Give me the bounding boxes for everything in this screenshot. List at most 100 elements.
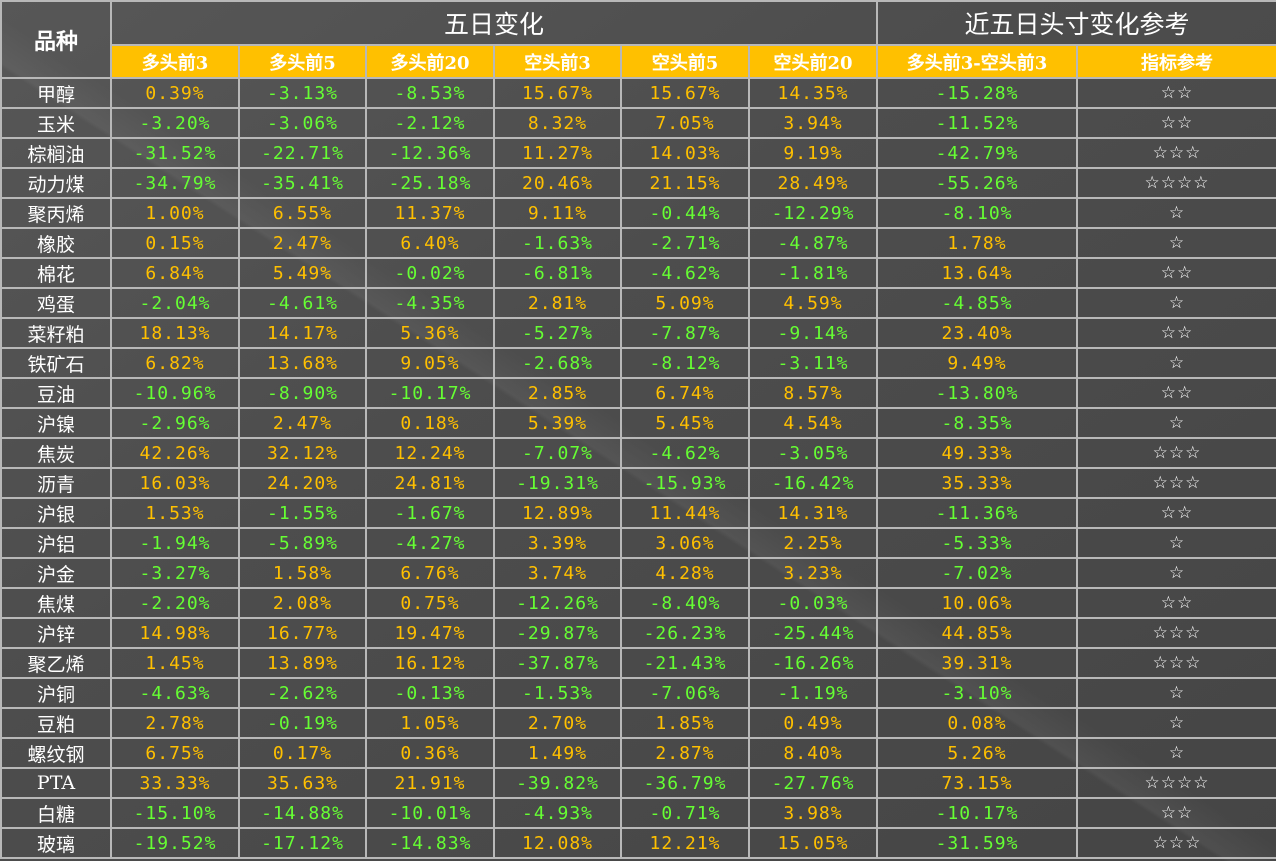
value-cell: 12.89%	[493, 497, 622, 529]
value-cell: 15.67%	[493, 77, 622, 109]
value-cell: 15.05%	[747, 827, 879, 859]
value-cell: -3.13%	[238, 77, 367, 109]
table-row: 棉花 6.84% 5.49% -0.02% -6.81% -4.62% -1.81% 13.6…	[0, 257, 1276, 289]
value-cell: 73.15%	[876, 767, 1079, 799]
value-cell: 6.74%	[620, 377, 750, 409]
value-cell: -15.93%	[620, 467, 750, 499]
table-row: 橡胶 0.15% 2.47% 6.40% -1.63% -2.71% -4.87% 1.78%…	[0, 227, 1276, 259]
value-cell: -19.31%	[493, 467, 622, 499]
value-cell: 4.54%	[747, 407, 879, 439]
value-cell: 5.09%	[620, 287, 750, 319]
indicator-stars-cell: ☆☆	[1076, 317, 1276, 349]
value-cell: -10.96%	[110, 377, 240, 409]
value-cell: 18.13%	[110, 317, 240, 349]
indicator-stars-cell: ☆	[1076, 527, 1276, 559]
value-cell: 32.12%	[238, 437, 367, 469]
value-cell: 2.25%	[747, 527, 879, 559]
table-row: 焦炭 42.26% 32.12% 12.24% -7.07% -4.62% -3.05% 49…	[0, 437, 1276, 469]
value-cell: -2.62%	[238, 677, 367, 709]
value-cell: -4.35%	[365, 287, 495, 319]
value-cell: 16.77%	[238, 617, 367, 649]
value-cell: 5.49%	[238, 257, 367, 289]
value-cell: -14.83%	[365, 827, 495, 859]
variety-name-cell: 棉花	[0, 257, 112, 289]
value-cell: -0.13%	[365, 677, 495, 709]
value-cell: -2.04%	[110, 287, 240, 319]
value-cell: -35.41%	[238, 167, 367, 199]
value-cell: 2.47%	[238, 407, 367, 439]
table-row: 棕榈油 -31.52% -22.71% -12.36% 11.27% 14.03% 9.19…	[0, 137, 1276, 169]
value-cell: -8.12%	[620, 347, 750, 379]
value-cell: 12.24%	[365, 437, 495, 469]
value-cell: -42.79%	[876, 137, 1079, 169]
value-cell: 0.75%	[365, 587, 495, 619]
indicator-stars-cell: ☆☆☆☆	[1076, 167, 1276, 199]
value-cell: -0.02%	[365, 257, 495, 289]
value-cell: 6.55%	[238, 197, 367, 229]
value-cell: 2.08%	[238, 587, 367, 619]
value-cell: -3.20%	[110, 107, 240, 139]
indicator-stars-cell: ☆	[1076, 677, 1276, 709]
value-cell: -14.88%	[238, 797, 367, 829]
value-cell: 11.44%	[620, 497, 750, 529]
table-row: 豆粕 2.78% -0.19% 1.05% 2.70% 1.85% 0.49% 0.08% ☆	[0, 707, 1276, 739]
value-cell: 1.00%	[110, 197, 240, 229]
variety-name-cell: 聚乙烯	[0, 647, 112, 679]
value-cell: 12.21%	[620, 827, 750, 859]
value-cell: 1.49%	[493, 737, 622, 769]
variety-name-cell: 沪金	[0, 557, 112, 589]
value-cell: -37.87%	[493, 647, 622, 679]
indicator-stars-cell: ☆	[1076, 707, 1276, 739]
value-cell: 16.12%	[365, 647, 495, 679]
value-cell: -21.43%	[620, 647, 750, 679]
value-cell: 24.20%	[238, 467, 367, 499]
value-cell: 12.08%	[493, 827, 622, 859]
value-cell: -8.40%	[620, 587, 750, 619]
value-cell: -34.79%	[110, 167, 240, 199]
value-cell: 0.15%	[110, 227, 240, 259]
value-cell: -8.10%	[876, 197, 1079, 229]
column-header: 指标参考	[1076, 44, 1276, 79]
table-row: 聚丙烯 1.00% 6.55% 11.37% 9.11% -0.44% -12.29% -8.…	[0, 197, 1276, 229]
value-cell: 11.37%	[365, 197, 495, 229]
value-cell: -3.06%	[238, 107, 367, 139]
variety-name-cell: 玉米	[0, 107, 112, 139]
value-cell: -8.90%	[238, 377, 367, 409]
value-cell: -10.17%	[365, 377, 495, 409]
value-cell: -26.23%	[620, 617, 750, 649]
value-cell: 1.58%	[238, 557, 367, 589]
value-cell: -7.07%	[493, 437, 622, 469]
indicator-stars-cell: ☆☆☆	[1076, 467, 1276, 499]
column-header: 空头前20	[747, 44, 879, 79]
value-cell: 11.27%	[493, 137, 622, 169]
value-cell: -3.11%	[747, 347, 879, 379]
variety-name-cell: 焦煤	[0, 587, 112, 619]
indicator-stars-cell: ☆☆☆☆	[1076, 767, 1276, 799]
table-row: 沪银 1.53% -1.55% -1.67% 12.89% 11.44% 14.31% -11…	[0, 497, 1276, 529]
subheader-row: 多头前3 多头前5 多头前20 空头前3 空头前5 空头前20 多头前3-空头前3 指标参考	[1, 44, 1276, 79]
value-cell: 6.82%	[110, 347, 240, 379]
value-cell: -13.80%	[876, 377, 1079, 409]
value-cell: 3.74%	[493, 557, 622, 589]
value-cell: -4.85%	[876, 287, 1079, 319]
table-body: 甲醇 0.39% -3.13% -8.53% 15.67% 15.67% 14.35% -15…	[0, 77, 1276, 859]
value-cell: -11.52%	[876, 107, 1079, 139]
value-cell: -0.71%	[620, 797, 750, 829]
value-cell: -15.10%	[110, 797, 240, 829]
indicator-stars-cell: ☆☆	[1076, 587, 1276, 619]
value-cell: 9.49%	[876, 347, 1079, 379]
table-row: 沪锌 14.98% 16.77% 19.47% -29.87% -26.23% -25.44…	[0, 617, 1276, 649]
value-cell: -4.62%	[620, 257, 750, 289]
value-cell: -36.79%	[620, 767, 750, 799]
value-cell: -7.02%	[876, 557, 1079, 589]
value-cell: -2.20%	[110, 587, 240, 619]
value-cell: -4.61%	[238, 287, 367, 319]
header-recent-position-reference: 近五日头寸变化参考	[876, 0, 1276, 46]
table-row: 白糖 -15.10% -14.88% -10.01% -4.93% -0.71% 3.98%…	[0, 797, 1276, 829]
value-cell: 8.40%	[747, 737, 879, 769]
table-row: 动力煤 -34.79% -35.41% -25.18% 20.46% 21.15% 28.4…	[0, 167, 1276, 199]
value-cell: -29.87%	[493, 617, 622, 649]
value-cell: -9.14%	[747, 317, 879, 349]
column-header: 多头前3	[110, 44, 240, 79]
